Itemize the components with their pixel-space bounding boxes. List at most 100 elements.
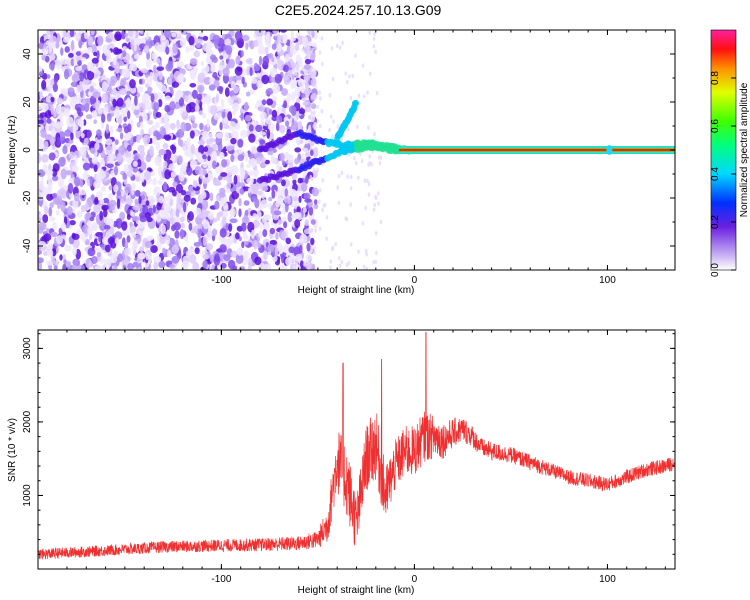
noise-cell [214, 265, 218, 270]
x-tick-label: 0 [412, 275, 418, 286]
noise-cell [64, 244, 72, 252]
noise-cell [189, 159, 198, 170]
noise-cell [360, 158, 364, 164]
noise-cell [216, 112, 222, 119]
noise-cell [104, 225, 111, 230]
noise-cell [291, 196, 299, 202]
noise-cell [245, 91, 251, 97]
noise-cell [275, 115, 283, 124]
noise-cell [272, 84, 280, 94]
noise-cell [86, 61, 94, 71]
noise-cell [156, 202, 162, 211]
noise-cell [179, 139, 184, 148]
noise-cell [38, 42, 44, 50]
noise-cell [226, 145, 235, 151]
noise-cell [101, 93, 109, 104]
noise-cell [344, 71, 348, 76]
noise-cell [67, 183, 74, 194]
noise-cell [106, 258, 112, 268]
noise-cell [226, 182, 232, 190]
noise-cell [294, 147, 302, 153]
noise-cell [139, 121, 144, 129]
noise-cell [194, 104, 200, 112]
noise-cell [107, 237, 115, 245]
noise-cell [241, 222, 247, 232]
noise-cell [221, 216, 227, 227]
noise-cell [320, 36, 324, 41]
noise-cell [346, 174, 349, 179]
noise-cell [124, 183, 132, 194]
noise-cell [231, 190, 240, 200]
noise-cell [354, 53, 357, 58]
noise-cell [94, 142, 100, 151]
noise-cell [373, 132, 376, 137]
snr-y-axis-label: SNR (10 * v/v) [7, 418, 18, 482]
noise-cell [48, 206, 53, 217]
noise-cell [215, 132, 223, 139]
noise-cell [60, 201, 66, 212]
noise-cell [260, 199, 269, 209]
noise-cell [93, 203, 101, 214]
noise-cell [328, 127, 331, 133]
noise-cell [52, 231, 58, 238]
noise-cell [377, 155, 381, 160]
noise-cell [144, 170, 151, 181]
y-tick-label: -40 [22, 238, 33, 253]
noise-cell [220, 172, 228, 177]
noise-cell [191, 89, 198, 100]
noise-cell [362, 94, 366, 99]
noise-cell [221, 159, 228, 168]
noise-cell [172, 43, 179, 54]
noise-cell [271, 189, 276, 199]
noise-cell [199, 122, 204, 131]
noise-cell [79, 178, 84, 188]
noise-cell [353, 156, 356, 161]
noise-cell [52, 221, 58, 231]
noise-cell [60, 58, 68, 65]
noise-cell [87, 226, 93, 235]
noise-cell [163, 153, 168, 162]
noise-cell [332, 119, 335, 124]
noise-cell [287, 211, 293, 223]
noise-cell [212, 34, 220, 45]
noise-cell [189, 69, 197, 77]
noise-cell [375, 91, 379, 96]
noise-cell [211, 264, 216, 270]
noise-cell [269, 67, 278, 79]
noise-cell [238, 267, 245, 270]
noise-cell [296, 206, 302, 214]
noise-cell [301, 182, 308, 192]
noise-cell [334, 242, 338, 247]
noise-cell [101, 113, 106, 123]
noise-cell [305, 174, 309, 184]
noise-cell [207, 155, 211, 162]
noise-cell [46, 244, 54, 250]
noise-cell [98, 170, 107, 179]
noise-cell [256, 156, 261, 165]
noise-cell [288, 246, 296, 254]
noise-cell [157, 165, 163, 177]
noise-cell [164, 30, 171, 39]
noise-cell [318, 199, 321, 204]
noise-cell [176, 155, 183, 166]
colorbar: 0.0 0.2 0.4 0.6 0.8 Normalized spectral ampl… [710, 29, 750, 277]
noise-cell [106, 154, 114, 165]
noise-cell [248, 124, 254, 132]
noise-cell [122, 50, 127, 58]
noise-cell [302, 101, 309, 106]
noise-cell [70, 132, 74, 141]
noise-cell [106, 30, 114, 33]
noise-cell [303, 262, 306, 267]
noise-cell [240, 50, 244, 57]
noise-cell [247, 265, 252, 270]
noise-cell [204, 94, 212, 103]
noise-cell [62, 254, 67, 261]
noise-cell [374, 49, 377, 54]
noise-cell [191, 115, 196, 121]
noise-cell [372, 207, 376, 212]
noise-cell [278, 124, 286, 134]
noise-cell [256, 99, 264, 105]
noise-cell [149, 145, 154, 156]
noise-cell [82, 79, 89, 85]
noise-cell [244, 209, 249, 216]
